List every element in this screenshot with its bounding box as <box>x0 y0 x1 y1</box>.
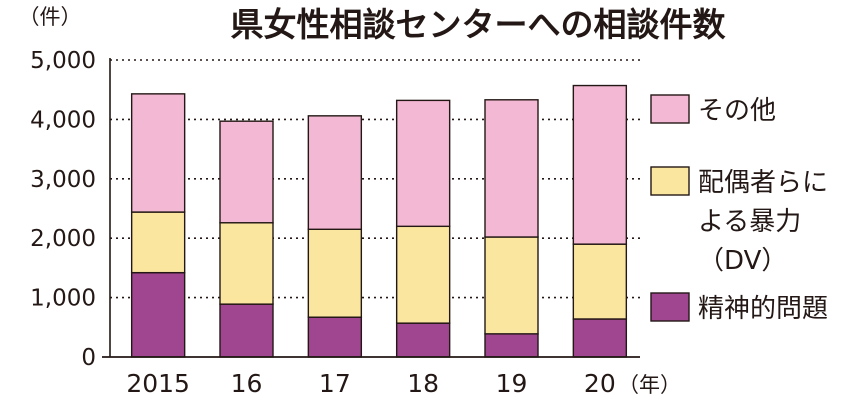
x-tick-label: 18 <box>407 369 439 398</box>
y-tick-label: 0 <box>81 345 96 371</box>
legend-label: 配偶者らに <box>698 168 828 198</box>
bar-segment <box>484 99 539 238</box>
bar-segment <box>395 322 451 358</box>
y-tick-label: 2,000 <box>30 226 96 252</box>
bar-segment <box>219 120 274 224</box>
bar-segment <box>572 84 628 245</box>
x-tick-label: 19 <box>496 369 528 398</box>
bar-segment <box>219 303 274 358</box>
bar-segment <box>484 333 539 358</box>
legend-swatch <box>650 292 690 322</box>
bar-segment <box>307 115 363 230</box>
y-tick-label: 3,000 <box>30 167 96 193</box>
bar-segment <box>572 318 628 358</box>
legend-label: よる暴力 <box>698 207 801 237</box>
bar-segment <box>130 211 186 274</box>
bar-segment <box>395 225 451 324</box>
legend-label: その他 <box>698 96 776 126</box>
bar-segment <box>130 271 186 358</box>
legend-swatch <box>650 94 690 124</box>
bar-segment <box>219 222 274 305</box>
x-tick-label: 20 <box>584 369 616 398</box>
axes: 5,000 4,000 3,000 2,000 1,000 0 2015 16 17 18 19 20… <box>30 48 681 398</box>
y-axis-unit: （件） <box>19 5 82 29</box>
bar-segment <box>395 99 451 228</box>
x-axis-unit: （年） <box>618 373 681 397</box>
bar-segment <box>484 236 539 335</box>
bar-segment <box>307 228 363 318</box>
bar-segment <box>572 243 628 320</box>
chart-title: 県女性相談センターへの相談件数 <box>231 5 727 44</box>
x-tick-label: 17 <box>319 369 351 398</box>
bars <box>130 84 628 358</box>
y-tick-label: 4,000 <box>30 107 96 133</box>
x-tick-label: 16 <box>231 369 263 398</box>
gridlines <box>110 59 640 299</box>
legend-label: 精神的問題 <box>698 294 828 324</box>
y-tick-label: 1,000 <box>30 286 96 312</box>
legend-label: （DV） <box>698 246 787 276</box>
x-tick-label: 2015 <box>126 369 190 398</box>
bar-segment <box>130 93 186 213</box>
y-tick-label: 5,000 <box>30 48 96 74</box>
legend-swatch <box>650 166 690 196</box>
bar-segment <box>307 316 363 358</box>
